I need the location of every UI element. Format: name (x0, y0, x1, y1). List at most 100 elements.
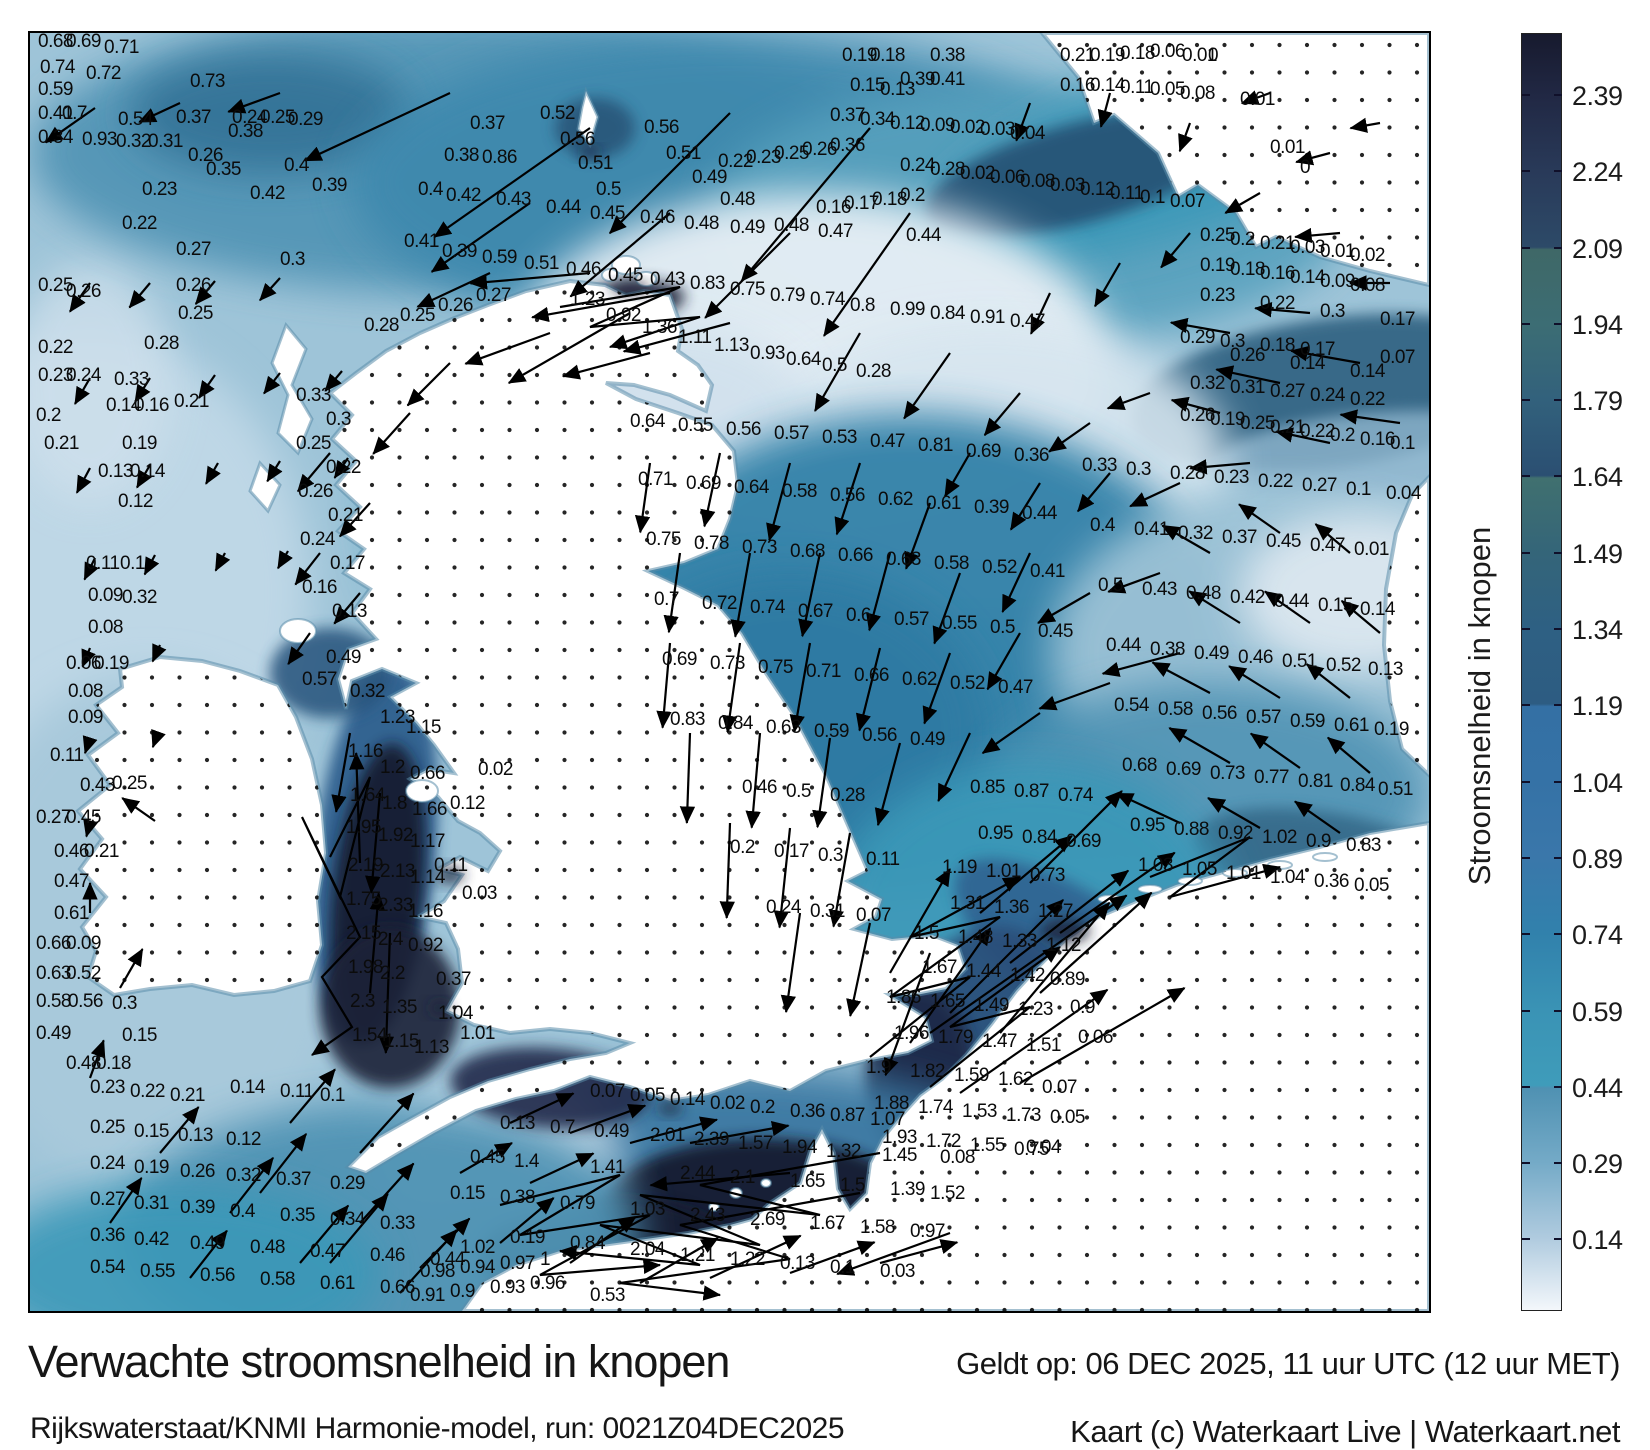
colorbar-tick-mark (1554, 322, 1562, 325)
svg-text:0.14: 0.14 (1090, 75, 1126, 96)
svg-text:0.86: 0.86 (482, 147, 517, 168)
svg-text:0.69: 0.69 (662, 649, 697, 670)
svg-text:0.07: 0.07 (856, 905, 891, 926)
svg-text:0.47: 0.47 (818, 221, 853, 242)
svg-text:0.49: 0.49 (692, 167, 727, 188)
svg-text:0.49: 0.49 (36, 1023, 71, 1044)
svg-text:0.19: 0.19 (94, 653, 129, 674)
svg-text:1.54: 1.54 (352, 1025, 388, 1046)
svg-text:0.25: 0.25 (400, 305, 435, 326)
svg-text:1.8: 1.8 (382, 793, 407, 814)
svg-text:0.41: 0.41 (38, 103, 73, 124)
svg-text:0.15: 0.15 (450, 1183, 485, 1204)
svg-text:0.4: 0.4 (1090, 515, 1116, 536)
svg-text:0.26: 0.26 (188, 145, 223, 166)
svg-text:0.02: 0.02 (710, 1093, 745, 1114)
svg-text:0.2: 0.2 (730, 837, 755, 858)
svg-text:0.05: 0.05 (1050, 1107, 1085, 1128)
svg-text:0.27: 0.27 (1270, 381, 1305, 402)
svg-text:0.66: 0.66 (838, 545, 873, 566)
colorbar-tick-mark (1522, 475, 1530, 478)
svg-text:0.14: 0.14 (106, 395, 142, 416)
svg-text:1.02: 1.02 (1262, 827, 1297, 848)
svg-text:0.09: 0.09 (920, 115, 955, 136)
svg-text:0.58: 0.58 (934, 553, 969, 574)
svg-text:2.04: 2.04 (630, 1239, 666, 1260)
svg-text:0.23: 0.23 (1200, 285, 1235, 306)
colorbar-tick-mark (1522, 628, 1530, 631)
svg-text:0.51: 0.51 (1282, 651, 1317, 672)
svg-text:0.64: 0.64 (734, 477, 770, 498)
svg-text:0.66: 0.66 (410, 763, 445, 784)
svg-text:0.83: 0.83 (690, 273, 725, 294)
svg-text:0.23: 0.23 (1214, 467, 1249, 488)
svg-text:0.38: 0.38 (1150, 639, 1185, 660)
svg-text:0.41: 0.41 (1030, 561, 1065, 582)
svg-text:0.08: 0.08 (1180, 83, 1215, 104)
svg-text:1.02: 1.02 (460, 1237, 495, 1258)
svg-text:1.62: 1.62 (998, 1069, 1033, 1090)
svg-text:2.2: 2.2 (380, 963, 405, 984)
svg-text:0.21: 0.21 (328, 505, 363, 526)
svg-text:1.74: 1.74 (918, 1097, 954, 1118)
colorbar-tick-mark (1554, 246, 1562, 249)
svg-text:0.1: 0.1 (1390, 433, 1415, 454)
svg-text:0.75: 0.75 (758, 657, 793, 678)
svg-text:0.87: 0.87 (1014, 781, 1049, 802)
svg-text:0.24: 0.24 (1310, 385, 1346, 406)
svg-text:0.02: 0.02 (1350, 245, 1385, 266)
svg-text:1.13: 1.13 (414, 1037, 449, 1058)
svg-text:1.45: 1.45 (882, 1145, 917, 1166)
svg-text:0.4: 0.4 (230, 1201, 256, 1222)
svg-text:0.1: 0.1 (830, 1257, 855, 1278)
svg-text:0.22: 0.22 (122, 213, 157, 234)
svg-text:0.36: 0.36 (1014, 445, 1049, 466)
svg-text:0.91: 0.91 (970, 307, 1005, 328)
svg-text:1.49: 1.49 (974, 995, 1009, 1016)
svg-text:0.52: 0.52 (540, 103, 575, 124)
svg-text:0.59: 0.59 (1290, 711, 1325, 732)
svg-text:0.34: 0.34 (860, 109, 896, 130)
colorbar-tick-label: 2.24 (1572, 157, 1623, 188)
svg-text:0.5: 0.5 (990, 617, 1015, 638)
svg-text:0.09: 0.09 (88, 585, 123, 606)
svg-text:0.16: 0.16 (1260, 263, 1295, 284)
svg-text:0.96: 0.96 (530, 1273, 565, 1294)
svg-text:1.21: 1.21 (680, 1245, 715, 1266)
svg-text:1.93: 1.93 (882, 1127, 917, 1148)
svg-text:0.74: 0.74 (1058, 785, 1094, 806)
svg-text:0.15: 0.15 (850, 75, 885, 96)
svg-text:0.3: 0.3 (1220, 331, 1245, 352)
svg-text:0.05: 0.05 (1354, 875, 1389, 896)
svg-text:1.41: 1.41 (590, 1157, 625, 1178)
svg-text:1.44: 1.44 (966, 961, 1002, 982)
svg-text:0.22: 0.22 (38, 337, 73, 358)
svg-text:0.16: 0.16 (816, 197, 851, 218)
svg-text:0.2: 0.2 (1230, 229, 1255, 250)
svg-text:0.52: 0.52 (982, 557, 1017, 578)
svg-text:0.84: 0.84 (1340, 775, 1376, 796)
svg-text:0.1: 0.1 (320, 1085, 345, 1106)
current-speed-map: 0.68 0.69 0.71 0.74 0.72 0.59 0.73 0.41 0.7 0.54 0… (28, 31, 1431, 1313)
svg-text:0.84: 0.84 (930, 303, 966, 324)
svg-text:0.25: 0.25 (38, 275, 73, 296)
svg-text:0.37: 0.37 (176, 107, 211, 128)
svg-text:1.66: 1.66 (412, 799, 447, 820)
svg-text:1.47: 1.47 (982, 1031, 1017, 1052)
svg-text:1.11: 1.11 (678, 327, 712, 348)
svg-text:0.02: 0.02 (960, 163, 995, 184)
svg-text:0.48: 0.48 (66, 1053, 101, 1074)
tide-race-speck (610, 282, 650, 294)
svg-text:0.1: 0.1 (1346, 479, 1371, 500)
svg-text:0.63: 0.63 (886, 549, 921, 570)
svg-text:0.28: 0.28 (144, 333, 179, 354)
svg-text:0.19: 0.19 (134, 1157, 169, 1178)
svg-text:0.45: 0.45 (608, 265, 643, 286)
svg-text:0.44: 0.44 (1274, 591, 1310, 612)
svg-text:0.84: 0.84 (1022, 827, 1058, 848)
svg-text:0.18: 0.18 (870, 45, 905, 66)
svg-text:0.32: 0.32 (226, 1165, 261, 1186)
svg-text:0.33: 0.33 (296, 385, 331, 406)
svg-text:0.24: 0.24 (90, 1153, 126, 1174)
svg-text:0.92: 0.92 (408, 935, 443, 956)
